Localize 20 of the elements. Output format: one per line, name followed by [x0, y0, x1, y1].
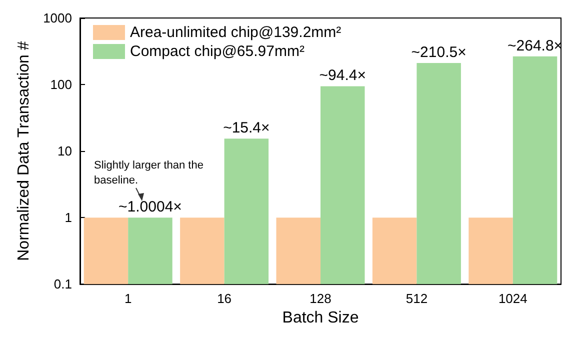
y-tick-label: 10 — [58, 144, 72, 159]
data-label: ~15.4× — [223, 120, 270, 137]
x-tick-label: 1024 — [498, 291, 528, 306]
x-tick-label: 16 — [217, 291, 232, 306]
x-tick-label: 128 — [310, 291, 332, 306]
y-tick-label: 1 — [64, 210, 72, 226]
legend-label: Area-unlimited chip@139.2mm² — [130, 24, 342, 41]
x-axis-title: Batch Size — [282, 310, 359, 326]
legend-label: Compact chip@65.97mm² — [130, 43, 304, 60]
x-tick-label: 1 — [124, 291, 132, 306]
x-tick-label: 512 — [406, 291, 428, 306]
y-tick-label: 0.1 — [54, 276, 72, 292]
y-tick-label: 100 — [50, 77, 72, 92]
data-label: ~94.4× — [319, 67, 366, 84]
data-label: ~210.5× — [411, 44, 466, 62]
y-axis-title: Normalized Data Transaction # — [16, 41, 33, 261]
data-label: ~264.8× — [507, 37, 563, 54]
y-tick-label: 1000 — [43, 10, 72, 26]
data-label: ~1.0004× — [118, 198, 182, 216]
annotation: Slightly larger than the baseline. — [94, 160, 207, 186]
